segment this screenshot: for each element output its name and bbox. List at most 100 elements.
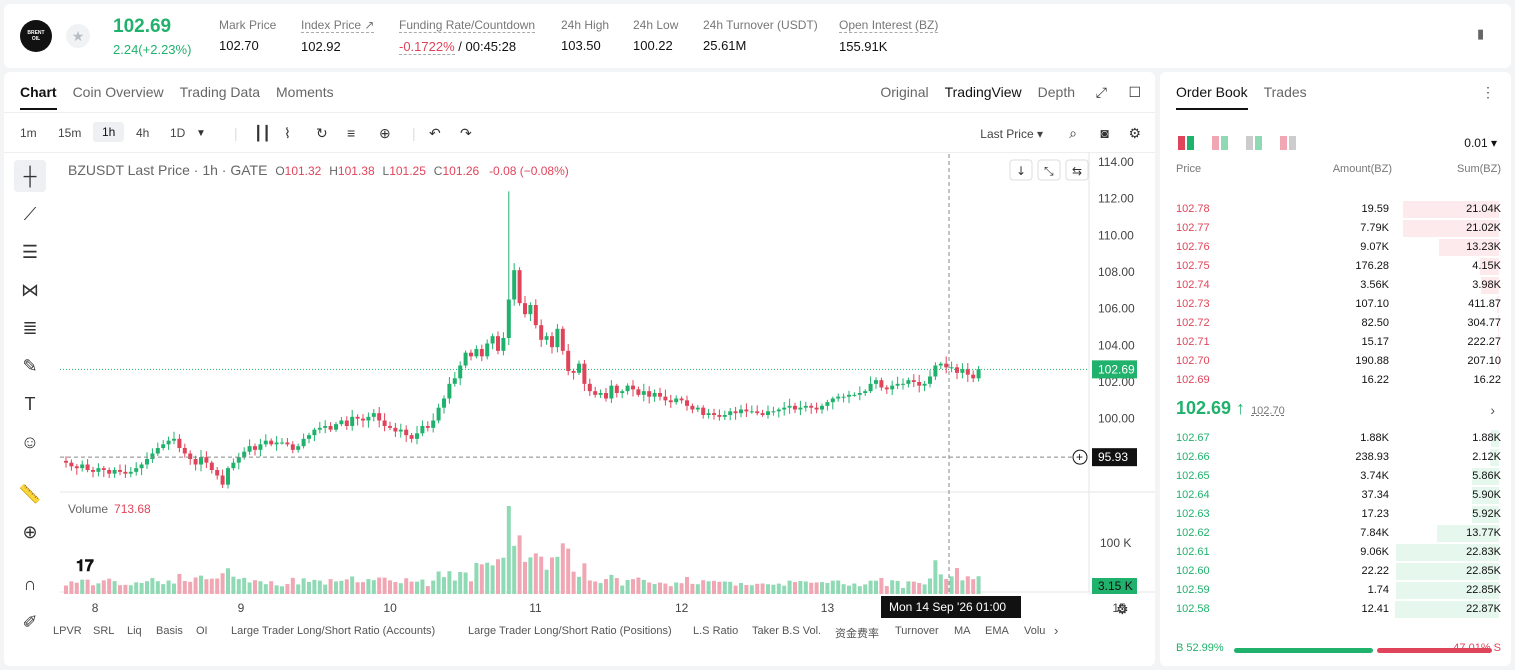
ruler-tool-icon[interactable]: 📏 xyxy=(18,483,42,504)
indicator-tab[interactable]: SRL xyxy=(93,625,115,637)
ask-row[interactable]: 102.78 19.59 21.04K xyxy=(1160,200,1511,219)
view-depth[interactable]: Depth xyxy=(1037,84,1075,100)
bid-row[interactable]: 102.62 7.84K 13.77K xyxy=(1160,524,1511,543)
ask-row[interactable]: 102.71 15.17 222.27 xyxy=(1160,333,1511,352)
timeframe-1h[interactable]: 1h xyxy=(93,122,125,142)
ask-row[interactable]: 102.75 176.28 4.15K xyxy=(1160,257,1511,276)
camera-icon[interactable]: ◙ xyxy=(1100,125,1109,141)
tab-moments[interactable]: Moments xyxy=(276,84,334,100)
layout-asks-icon[interactable] xyxy=(1280,136,1296,150)
indicator-tab[interactable]: Large Trader Long/Short Ratio (Accounts) xyxy=(231,625,436,637)
bid-row[interactable]: 102.67 1.88K 1.88K xyxy=(1160,429,1511,448)
search-icon[interactable]: ⌕ xyxy=(1069,125,1077,141)
fib-tool-icon[interactable]: ≣ xyxy=(22,317,38,338)
settings-gear-icon[interactable]: ⚙ xyxy=(1128,125,1141,141)
bid-row[interactable]: 102.65 3.74K 5.86K xyxy=(1160,467,1511,486)
add-alert-icon[interactable]: ⊕ xyxy=(379,125,391,141)
tab-trading-data[interactable]: Trading Data xyxy=(179,84,261,100)
candle-body xyxy=(377,413,382,421)
zoom-tool-icon[interactable]: ⊕ xyxy=(22,521,38,542)
candle-body xyxy=(933,365,938,377)
redo-icon[interactable]: ↷ xyxy=(460,125,472,141)
crosshair-tool-icon[interactable]: ┼ xyxy=(14,160,46,192)
pattern-tool-icon[interactable]: ⋈ xyxy=(21,279,39,300)
indicator-tab[interactable]: Basis xyxy=(156,625,183,637)
candle-body xyxy=(760,413,765,415)
horizontal-lines-tool-icon[interactable]: ☰ xyxy=(21,241,39,262)
indicator-tab[interactable]: L.S Ratio xyxy=(693,625,739,637)
tab-chart[interactable]: Chart xyxy=(20,84,57,110)
precision-select[interactable]: 0.01 ▾ xyxy=(1464,136,1497,150)
indicator-tab[interactable]: LPVR xyxy=(53,625,82,637)
indicators-icon[interactable]: ⌇ xyxy=(284,125,291,141)
candle-body xyxy=(328,426,333,430)
timeframe-4h[interactable]: 4h xyxy=(136,126,150,140)
ask-row[interactable]: 102.76 9.07K 13.23K xyxy=(1160,238,1511,257)
window-icon[interactable]: ☐ xyxy=(1128,84,1141,100)
indicator-tab[interactable]: Volu xyxy=(1024,625,1046,637)
tradingview-logo[interactable]: 𝟏𝟕 xyxy=(76,558,94,575)
indicator-tab[interactable]: 资金费率 xyxy=(835,628,879,640)
view-original[interactable]: Original xyxy=(880,84,929,100)
bid-row[interactable]: 102.61 9.06K 22.83K xyxy=(1160,543,1511,562)
templates-icon[interactable]: ≡ xyxy=(347,125,356,141)
ask-row[interactable]: 102.70 190.88 207.10 xyxy=(1160,352,1511,371)
timeframe-1m[interactable]: 1m xyxy=(20,126,37,140)
indicator-tab[interactable]: Liq xyxy=(127,625,142,637)
tab-order-book[interactable]: Order Book xyxy=(1176,84,1248,110)
volume-bar xyxy=(420,579,425,594)
bid-row[interactable]: 102.58 12.41 22.87K xyxy=(1160,600,1511,619)
layout-both-icon[interactable] xyxy=(1178,136,1194,150)
refresh-icon[interactable]: ↻ xyxy=(316,125,328,141)
trendline-tool-icon[interactable]: ⟋ xyxy=(23,203,37,224)
indicator-tab[interactable]: Large Trader Long/Short Ratio (Positions… xyxy=(468,625,672,637)
bid-amount: 37.34 xyxy=(1361,489,1389,501)
tab-trades[interactable]: Trades xyxy=(1263,84,1307,100)
volume-bar xyxy=(263,584,268,594)
ask-row[interactable]: 102.72 82.50 304.77 xyxy=(1160,314,1511,333)
ask-row[interactable]: 102.77 7.79K 21.02K xyxy=(1160,219,1511,238)
ask-row[interactable]: 102.69 16.22 16.22 xyxy=(1160,371,1511,390)
bid-row[interactable]: 102.63 17.23 5.92K xyxy=(1160,505,1511,524)
tab-coin-overview[interactable]: Coin Overview xyxy=(72,84,164,100)
pencil-lock-tool-icon[interactable]: ✐ xyxy=(22,611,38,632)
ask-row[interactable]: 102.73 107.10 411.87 xyxy=(1160,295,1511,314)
stat-funding-rate[interactable]: Funding Rate/Countdown -0.1722% / 00:45:… xyxy=(399,18,536,55)
chevron-right-icon[interactable]: › xyxy=(1490,402,1495,418)
timeframe-1d[interactable]: 1D xyxy=(170,126,186,140)
indicator-tab[interactable]: MA xyxy=(954,625,971,637)
layout-bids-icon[interactable] xyxy=(1246,136,1262,150)
stat-index-price[interactable]: Index Price ↗ 102.92 xyxy=(301,18,375,54)
book-icon[interactable]: ▮ xyxy=(1477,26,1485,41)
candle-type-icon[interactable]: ┃┃ xyxy=(254,125,271,141)
bid-row[interactable]: 102.64 37.34 5.90K xyxy=(1160,486,1511,505)
timeframe-dropdown-icon[interactable]: ▼ xyxy=(196,128,206,139)
timeframe-15m[interactable]: 15m xyxy=(58,126,82,140)
bid-row[interactable]: 102.60 22.22 22.85K xyxy=(1160,562,1511,581)
stat-value: 100.22 xyxy=(633,38,673,53)
expand-icon[interactable]: ⤢ xyxy=(1095,84,1107,100)
brush-tool-icon[interactable]: ✎ xyxy=(22,355,38,376)
chevron-right-icon[interactable]: › xyxy=(1054,623,1059,638)
emoji-tool-icon[interactable]: ☺ xyxy=(20,431,40,452)
price-chart[interactable]: 114.00 112.00 110.00 108.00 106.00 104.00 102.… xyxy=(4,72,1155,666)
volume-bar xyxy=(647,582,652,594)
stat-open-interest[interactable]: Open Interest (BZ) 155.91K xyxy=(839,18,939,54)
indicator-tab[interactable]: OI xyxy=(196,625,208,637)
favorite-star-icon[interactable]: ★ xyxy=(66,24,90,48)
x-tick-label: 13 xyxy=(821,601,835,615)
bid-row[interactable]: 102.59 1.74 22.85K xyxy=(1160,581,1511,600)
indicator-tab[interactable]: Taker B.S Vol. xyxy=(752,625,822,637)
ask-depth-bar xyxy=(1498,334,1499,351)
layout-both-alt-icon[interactable] xyxy=(1212,136,1228,150)
indicator-tab[interactable]: EMA xyxy=(985,625,1009,637)
last-price-select[interactable]: Last Price ▾ xyxy=(980,127,1043,141)
bid-row[interactable]: 102.66 238.93 2.12K xyxy=(1160,448,1511,467)
undo-icon[interactable]: ↶ xyxy=(429,125,441,141)
ask-row[interactable]: 102.74 3.56K 3.98K xyxy=(1160,276,1511,295)
indicator-tab[interactable]: Turnover xyxy=(895,625,939,637)
magnet-tool-icon[interactable]: ∩ xyxy=(23,573,37,594)
view-tradingview[interactable]: TradingView xyxy=(944,84,1022,100)
more-menu-icon[interactable]: ⋮ xyxy=(1481,84,1495,100)
text-tool-icon[interactable]: T xyxy=(24,393,36,414)
